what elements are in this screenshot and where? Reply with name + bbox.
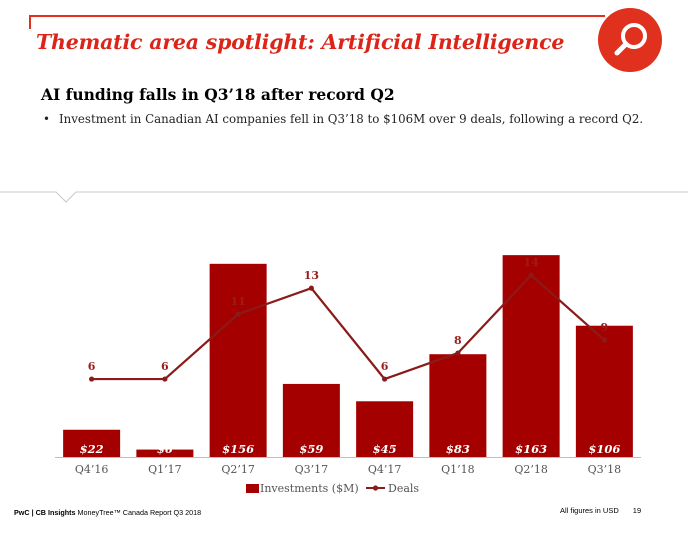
bullet-dot: • (43, 112, 50, 126)
deal-value-label: 6 (161, 360, 169, 373)
footer-source: PwC | CB Insights MoneyTree™ Canada Repo… (14, 508, 201, 517)
x-tick-label: Q4’17 (368, 463, 402, 476)
deal-point (89, 376, 95, 382)
x-tick-label: Q2’18 (514, 463, 548, 476)
header-rule-tick (29, 15, 31, 29)
deal-value-label: 6 (88, 360, 96, 373)
bar-value-label: $59 (299, 442, 323, 456)
bar-value-label: $106 (588, 442, 620, 456)
bar (575, 325, 633, 457)
bar-value-label: $22 (80, 442, 104, 456)
section-subtitle: AI funding falls in Q3’18 after record Q… (41, 85, 395, 104)
footer-report: MoneyTree™ Canada Report Q3 2018 (77, 508, 202, 517)
x-tick-label: Q2’17 (221, 463, 255, 476)
x-tick-label: Q3’17 (295, 463, 329, 476)
deal-value-label: 14 (523, 256, 539, 269)
x-tick-label: Q3’18 (588, 463, 622, 476)
deal-point (528, 272, 534, 278)
bar-value-label: $83 (446, 442, 470, 456)
deal-value-label: 8 (454, 334, 462, 347)
bar-value-label: $156 (222, 442, 254, 456)
deal-point (235, 311, 241, 317)
bar (356, 401, 414, 457)
deal-value-label: 6 (381, 360, 389, 373)
bullet-text: Investment in Canadian AI companies fell… (59, 112, 644, 126)
deal-point (601, 337, 607, 343)
footer-brand: PwC | CB Insights (14, 508, 76, 517)
chart-divider (0, 191, 688, 203)
legend-label-deals: Deals (388, 482, 419, 495)
deal-point (162, 376, 168, 382)
legend-label-investments: Investments ($M) (260, 482, 359, 495)
x-tick-label: Q1’17 (148, 463, 182, 476)
bar (63, 429, 121, 457)
search-icon (614, 23, 647, 56)
legend-marker-deals (372, 485, 379, 491)
search-badge (598, 8, 662, 72)
bar (282, 383, 340, 457)
funding-chart: $22 $6 $156 $59 $45 $83 $163 $106 Q4’16 Q1’17 Q2’1… (55, 255, 641, 495)
x-tick-label: Q4’16 (75, 463, 109, 476)
summary-bullet: • Investment in Canadian AI companies fel… (43, 112, 683, 126)
deal-point (382, 376, 388, 382)
bar-value-label: $163 (515, 442, 547, 456)
bar-value-label: $45 (373, 442, 397, 456)
bar (502, 255, 560, 457)
page-number: 19 (632, 506, 642, 515)
footer-note: All figures in USD (560, 506, 619, 515)
x-tick-label: Q1’18 (441, 463, 475, 476)
header-rule (29, 15, 605, 17)
bar (136, 449, 194, 457)
bar-value-label: $6 (157, 442, 173, 456)
deal-point (455, 350, 461, 356)
legend-swatch-investments (246, 484, 259, 493)
deal-value-label: 13 (304, 269, 319, 282)
bar (209, 263, 267, 457)
deals-line (91, 273, 606, 381)
deal-value-label: 11 (230, 295, 245, 308)
bar (429, 354, 487, 457)
footer-info: All figures in USD 19 (560, 506, 641, 515)
deal-point (308, 285, 314, 291)
deal-value-label: 9 (601, 321, 609, 334)
page-title: Thematic area spotlight: Artificial Inte… (36, 30, 565, 54)
